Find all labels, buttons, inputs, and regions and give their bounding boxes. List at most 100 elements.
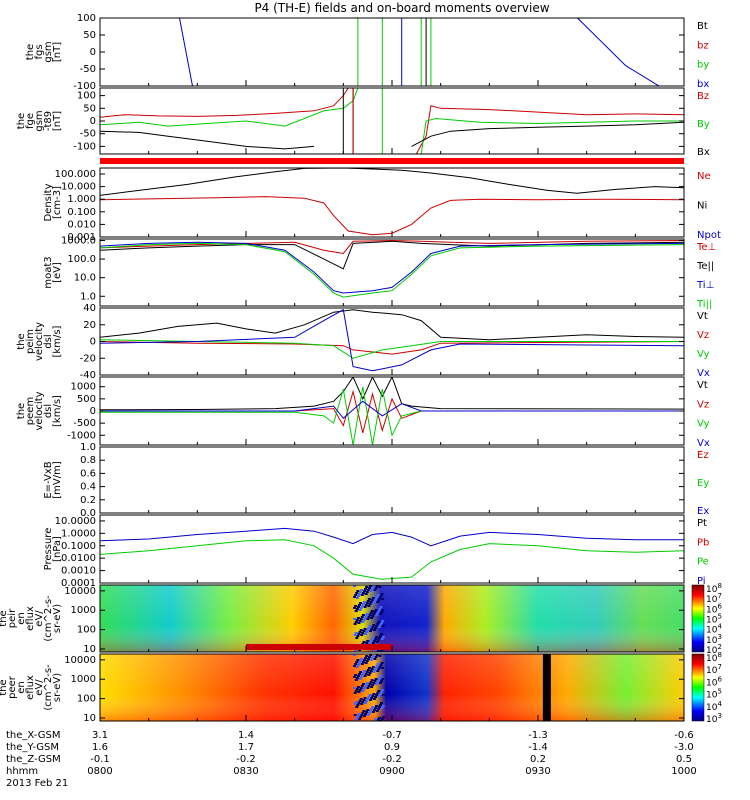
noise-pixel [355,688,359,690]
legend-entry: by [697,60,709,71]
noise-pixel [367,674,371,676]
noise-pixel [376,681,380,683]
noise-pixel [363,697,367,699]
legend-entry: Pt [697,518,707,529]
noise-pixel [357,622,361,624]
colorbar-tick-label: 107 [706,663,722,676]
noise-pixel [380,662,384,664]
y-tick-label: -20 [80,353,96,364]
noise-pixel [369,641,373,643]
noise-pixel [378,677,382,679]
legend-entry: Npot [697,230,721,241]
noise-pixel [353,692,357,694]
noise-pixel [381,625,385,627]
noise-pixel [358,700,362,702]
noise-pixel [366,658,370,660]
y-axis-label: moat3 [43,256,54,288]
noise-pixel [367,685,371,687]
separator-band [100,158,684,164]
noise-pixel [372,624,376,626]
noise-pixel [377,706,381,708]
noise-pixel [365,613,369,615]
ephemeris-value: 1000 [671,766,696,777]
noise-pixel [362,710,366,712]
noise-pixel [354,621,358,623]
noise-pixel [364,593,368,595]
series-group [100,88,684,154]
panel-peim_velocity: Vt Vz Vy Vx 40 20 0 -20 -40 thepeimvelocitydsl[km… [16,303,710,381]
noise-pixel [369,670,373,672]
noise-pixel [356,590,360,592]
noise-pixel [372,602,376,604]
y-tick-label: 50 [83,30,96,41]
noise-pixel [369,590,373,592]
y-axis-label: [nPa] [52,536,63,562]
y-tick-label: 0.4 [80,482,96,493]
noise-pixel [376,692,380,694]
noise-pixel [365,660,369,662]
noise-pixel [359,629,363,631]
noise-pixel [378,608,382,610]
noise-pixel [378,682,382,684]
series-line-black [100,377,684,411]
noise-pixel [358,678,362,680]
noise-pixel [375,705,379,707]
low-energy-band [246,644,392,650]
legend-entry: Bz [697,91,709,102]
noise-pixel [367,605,371,607]
noise-pixel [355,637,359,639]
y-axis-label: the [16,113,27,129]
y-tick-label: 100.0 [67,254,96,265]
series-line-black [411,121,684,147]
legend-entry: Bx [697,147,710,158]
noise-pixel [366,687,370,689]
noise-pixel [380,638,384,640]
noise-pixel [376,623,380,625]
noise-pixel [355,608,359,610]
noise-pixel [361,603,365,605]
noise-pixel [354,690,358,692]
noise-pixel [353,623,357,625]
noise-pixel [353,596,357,598]
y-tick-label: 0.0100 [61,553,96,564]
noise-pixel [379,664,383,666]
noise-pixel [372,629,376,631]
legend-entry: Ex [697,506,709,517]
ephemeris-value: 0.5 [676,754,692,765]
series-line-red [415,105,684,154]
noise-pixel [358,673,362,675]
legend-entry: Vz [697,399,709,410]
noise-pixel [375,654,379,656]
y-tick-label: 0.2 [80,495,96,506]
noise-pixel [379,675,383,677]
noise-pixel [373,611,377,613]
noise-pixel [359,671,363,673]
y-tick-label: -1000 [67,430,96,441]
colorbar-tick-label: 107 [706,592,722,605]
ephemeris-value: -0.2 [382,754,402,765]
noise-pixel [371,684,375,686]
legend-entry: Pb [697,537,709,548]
ephemeris-value: 1.4 [238,730,254,741]
noise-pixel [359,676,363,678]
noise-pixel [365,586,369,588]
ephemeris-value: -1.3 [528,730,548,741]
y-axis-label: Pressure [43,528,54,571]
noise-pixel [364,615,368,617]
noise-pixel [371,711,375,713]
legend-entry: Ez [697,450,709,461]
y-axis-label: eV/ [34,610,45,627]
noise-pixel [373,669,377,671]
noise-pixel [354,605,358,607]
noise-pixel [364,588,368,590]
noise-pixel [376,719,380,721]
ephemeris-label: hhmm [6,766,38,777]
noise-pixel [370,708,374,710]
colorbar-tick-label: 106 [706,675,722,688]
noise-pixel [371,586,375,588]
series-line-blue [100,400,684,420]
y-axis-label: eV/ [34,679,45,696]
noise-pixel [367,696,371,698]
noise-pixel [362,670,366,672]
